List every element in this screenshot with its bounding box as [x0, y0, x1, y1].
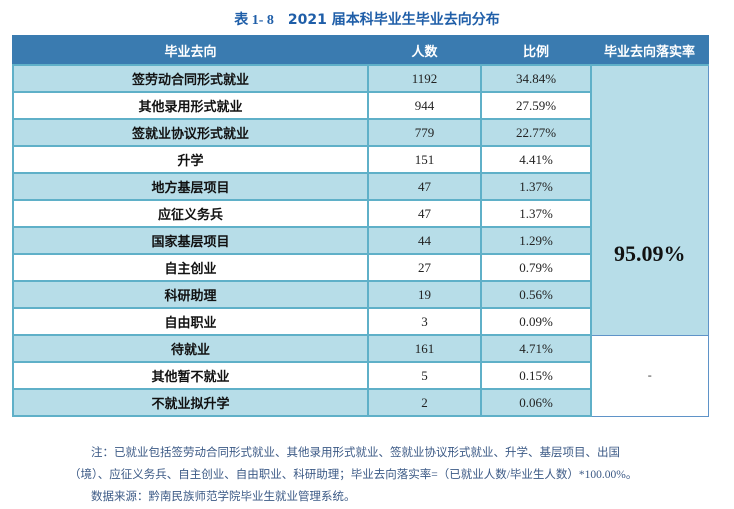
destination-cell: 其他录用形式就业 — [12, 91, 369, 120]
employed-rate-value: 95.09% — [614, 240, 686, 266]
table-row: 不就业拟升学 2 0.06% — [12, 388, 708, 417]
ratio-cell: 22.77% — [480, 118, 592, 147]
destination-cell: 自由职业 — [12, 307, 369, 336]
data-source: 数据来源：黔南民族师范学院毕业生就业管理系统。 — [91, 491, 356, 503]
table-row: 其他暂不就业 5 0.15% — [12, 361, 708, 390]
ratio-cell: 0.09% — [480, 307, 592, 336]
count-cell: 151 — [367, 145, 482, 174]
destination-cell: 其他暂不就业 — [12, 361, 369, 390]
table-notes: 注：已就业包括签劳动合同形式就业、其他录用形式就业、签就业协议形式就业、升学、基… — [0, 442, 734, 508]
employed-placement-rate: 95.09% — [590, 64, 709, 336]
ratio-cell: 1.37% — [480, 199, 592, 228]
ratio-cell: 4.41% — [480, 145, 592, 174]
count-cell: 44 — [367, 226, 482, 255]
destination-cell: 科研助理 — [12, 280, 369, 309]
destination-cell: 升学 — [12, 145, 369, 174]
ratio-cell: 0.15% — [480, 361, 592, 390]
count-cell: 19 — [367, 280, 482, 309]
note-line-1: 注：已就业包括签劳动合同形式就业、其他录用形式就业、签就业协议形式就业、升学、基… — [91, 447, 620, 459]
table-title: 2021 届本科毕业生毕业去向分布 — [287, 12, 500, 28]
table-row: 地方基层项目 47 1.37% — [12, 172, 708, 201]
ratio-cell: 34.84% — [480, 64, 592, 93]
destination-cell: 待就业 — [12, 334, 369, 363]
note-line-2: （境）、应征义务兵、自主创业、自由职业、科研助理；毕业去向落实率=（已就业人数/… — [69, 469, 638, 481]
count-cell: 5 — [367, 361, 482, 390]
ratio-cell: 27.59% — [480, 91, 592, 120]
table-row: 科研助理 19 0.56% — [12, 280, 708, 309]
table-row: 应征义务兵 47 1.37% — [12, 199, 708, 228]
count-cell: 161 — [367, 334, 482, 363]
table-row: 签就业协议形式就业 779 22.77% — [12, 118, 708, 147]
count-cell: 779 — [367, 118, 482, 147]
destination-cell: 签就业协议形式就业 — [12, 118, 369, 147]
count-cell: 3 — [367, 307, 482, 336]
ratio-cell: 4.71% — [480, 334, 592, 363]
table-row: 签劳动合同形式就业 1192 34.84% 95.09% — [12, 64, 709, 336]
table-row: 国家基层项目 44 1.29% — [12, 226, 708, 255]
destination-cell: 不就业拟升学 — [12, 388, 369, 417]
header-count: 人数 — [367, 35, 482, 66]
table-number: 表 1- 8 — [234, 13, 274, 28]
ratio-cell: 0.56% — [480, 280, 592, 309]
ratio-cell: 0.06% — [480, 388, 592, 417]
count-cell: 2 — [367, 388, 482, 417]
count-cell: 47 — [367, 199, 482, 228]
count-cell: 944 — [367, 91, 482, 120]
destination-cell: 应征义务兵 — [12, 199, 369, 228]
count-cell: 47 — [367, 172, 482, 201]
count-cell: 1192 — [367, 64, 482, 93]
destination-cell: 自主创业 — [12, 253, 369, 282]
table-row: 自主创业 27 0.79% — [12, 253, 708, 282]
ratio-cell: 0.79% — [480, 253, 592, 282]
destination-cell: 国家基层项目 — [12, 226, 369, 255]
header-row: 毕业去向 人数 比例 毕业去向落实率 — [12, 35, 709, 66]
table-caption: 表 1- 8 2021 届本科毕业生毕业去向分布 — [0, 10, 734, 31]
destination-cell: 签劳动合同形式就业 — [12, 64, 369, 93]
count-cell: 27 — [367, 253, 482, 282]
destination-cell: 地方基层项目 — [12, 172, 369, 201]
header-placement-rate: 毕业去向落实率 — [590, 35, 709, 66]
unemployed-placement-rate: - — [590, 334, 709, 417]
table-row: 升学 151 4.41% — [12, 145, 708, 174]
ratio-cell: 1.29% — [480, 226, 592, 255]
table-row: 自由职业 3 0.09% — [12, 307, 708, 336]
table-row: 待就业 161 4.71% - — [12, 334, 709, 417]
table-row: 其他录用形式就业 944 27.59% — [12, 91, 708, 120]
ratio-cell: 1.37% — [480, 172, 592, 201]
header-ratio: 比例 — [480, 35, 592, 66]
graduate-destination-table: 毕业去向 人数 比例 毕业去向落实率 签劳动合同形式就业 1192 34.84%… — [12, 35, 709, 417]
header-destination: 毕业去向 — [12, 35, 369, 66]
